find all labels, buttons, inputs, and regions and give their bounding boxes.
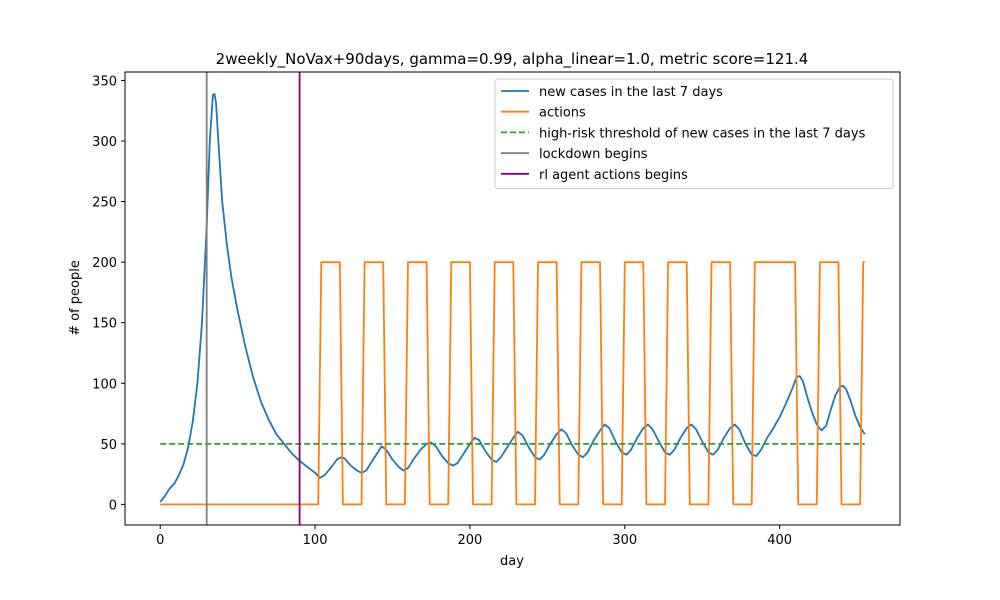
legend-entry: new cases in the last 7 days (539, 85, 723, 100)
x-tick-label: 400 (767, 533, 792, 548)
x-axis-label: day (500, 554, 524, 569)
x-tick-label: 300 (612, 533, 637, 548)
y-tick-label: 100 (92, 377, 117, 392)
plot-area (159, 72, 866, 525)
y-tick-label: 50 (100, 438, 117, 453)
x-tick-label: 100 (303, 533, 328, 548)
legend-box (494, 78, 894, 189)
legend-entry: high-risk threshold of new cases in the … (539, 126, 866, 141)
y-axis-label: # of people (68, 260, 83, 336)
y-tick-label: 200 (92, 256, 117, 271)
axes-frame (124, 71, 901, 526)
series-new-cases-in-the-last-7-days-line (159, 92, 866, 503)
legend-entry: lockdown begins (539, 147, 648, 162)
legend-entry: rl agent actions begins (539, 168, 688, 183)
x-tick-label: 0 (156, 533, 164, 548)
series-actions-line (160, 261, 865, 506)
y-tick-label: 0 (109, 498, 117, 513)
legend: new cases in the last 7 days actions high-… (494, 78, 894, 189)
y-tick-label: 150 (92, 317, 117, 332)
y-axis: 0 50 100 150 200 250 300 350 (92, 74, 125, 513)
x-tick-label: 200 (458, 533, 483, 548)
legend-entry: actions (539, 106, 586, 121)
y-tick-label: 250 (92, 196, 117, 211)
y-tick-label: 300 (92, 135, 117, 150)
y-tick-label: 350 (92, 74, 117, 89)
chart-title: 2weekly_NoVax+90days, gamma=0.99, alpha_… (216, 50, 809, 69)
x-axis: 0 100 200 300 400 (156, 525, 792, 548)
